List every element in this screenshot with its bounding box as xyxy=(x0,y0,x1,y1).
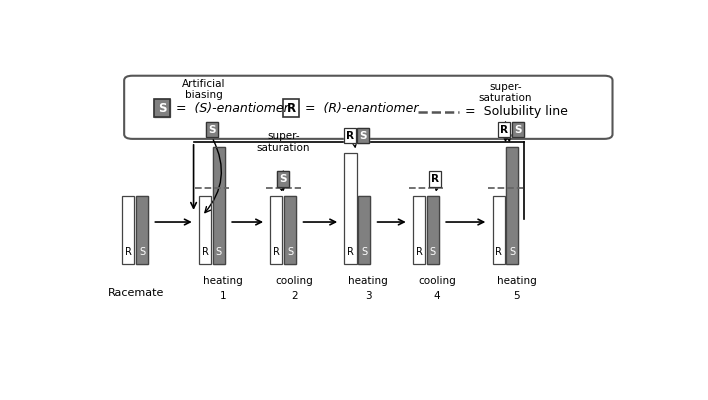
Text: 5: 5 xyxy=(513,291,520,301)
Bar xyxy=(213,146,225,264)
Text: R: R xyxy=(495,248,502,258)
Text: R: R xyxy=(202,248,209,258)
Bar xyxy=(506,146,518,264)
Bar xyxy=(427,196,439,264)
Bar xyxy=(122,196,135,264)
FancyBboxPatch shape xyxy=(124,76,612,139)
Text: S: S xyxy=(361,248,367,258)
Bar xyxy=(429,171,441,186)
Bar xyxy=(206,122,218,137)
Text: R: R xyxy=(273,248,280,258)
Bar xyxy=(358,128,370,144)
Bar xyxy=(283,99,299,117)
Bar xyxy=(512,122,524,137)
Text: 3: 3 xyxy=(365,291,372,301)
Text: S: S xyxy=(430,248,436,258)
Text: S: S xyxy=(158,102,166,114)
Text: S: S xyxy=(509,248,515,258)
Bar xyxy=(154,99,170,117)
Text: S: S xyxy=(360,131,367,141)
Bar xyxy=(283,99,299,117)
Text: R: R xyxy=(347,248,354,258)
Text: S: S xyxy=(514,125,521,135)
Text: heating: heating xyxy=(496,276,537,286)
Text: heating: heating xyxy=(348,276,388,286)
Text: super-
saturation: super- saturation xyxy=(479,82,532,104)
Text: =  (S)-enantiomer: = (S)-enantiomer xyxy=(176,102,289,114)
Text: R: R xyxy=(287,102,295,114)
Text: R: R xyxy=(501,125,508,135)
Bar xyxy=(136,196,148,264)
Text: R: R xyxy=(125,248,132,258)
Bar xyxy=(154,99,170,117)
Text: =  (R)-enantiomer: = (R)-enantiomer xyxy=(305,102,418,114)
Bar xyxy=(413,196,425,264)
Bar xyxy=(199,196,211,264)
Text: S: S xyxy=(216,248,222,258)
Text: S: S xyxy=(280,174,287,184)
Bar xyxy=(199,196,211,264)
Bar xyxy=(344,128,356,144)
Bar xyxy=(427,196,439,264)
Text: 4: 4 xyxy=(433,291,440,301)
Bar xyxy=(345,153,357,264)
Bar xyxy=(493,196,505,264)
Bar xyxy=(122,196,135,264)
Text: Artificial
biasing: Artificial biasing xyxy=(182,79,225,100)
Text: heating: heating xyxy=(203,276,243,286)
Bar xyxy=(506,146,518,264)
Text: cooling: cooling xyxy=(418,276,456,286)
Bar xyxy=(358,128,370,144)
Bar xyxy=(429,171,441,186)
Bar xyxy=(270,196,282,264)
Bar xyxy=(358,196,370,264)
Text: cooling: cooling xyxy=(275,276,313,286)
Bar xyxy=(345,153,357,264)
Text: Racemate: Racemate xyxy=(108,288,164,298)
Bar xyxy=(358,196,370,264)
Bar xyxy=(493,196,505,264)
Bar xyxy=(270,196,282,264)
Text: R: R xyxy=(346,131,354,141)
Text: S: S xyxy=(208,125,216,135)
Bar xyxy=(498,122,510,137)
Text: 2: 2 xyxy=(291,291,297,301)
Bar xyxy=(344,128,356,144)
Bar xyxy=(284,196,296,264)
Text: R: R xyxy=(430,174,439,184)
Text: 1: 1 xyxy=(219,291,227,301)
Bar xyxy=(136,196,148,264)
Bar xyxy=(213,146,225,264)
Bar xyxy=(278,171,290,186)
Text: R: R xyxy=(416,248,423,258)
Text: S: S xyxy=(139,248,145,258)
Bar xyxy=(206,122,218,137)
Bar xyxy=(498,122,510,137)
Bar xyxy=(284,196,296,264)
Text: =  Solubility line: = Solubility line xyxy=(465,105,569,118)
Text: S: S xyxy=(287,248,293,258)
Bar xyxy=(413,196,425,264)
Bar xyxy=(278,171,290,186)
Bar xyxy=(512,122,524,137)
Text: super-
saturation: super- saturation xyxy=(256,131,310,153)
